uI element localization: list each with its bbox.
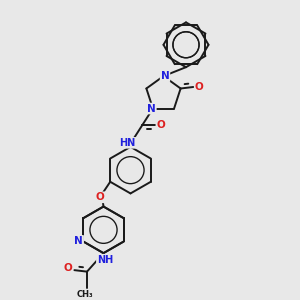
Text: O: O xyxy=(157,120,165,130)
Text: NH: NH xyxy=(97,255,113,265)
Text: HN: HN xyxy=(119,138,136,148)
Text: O: O xyxy=(63,263,72,273)
Text: CH₃: CH₃ xyxy=(76,290,93,299)
Text: O: O xyxy=(195,82,204,92)
Text: O: O xyxy=(96,192,105,202)
Text: N: N xyxy=(147,103,156,113)
Text: N: N xyxy=(74,236,83,246)
Text: N: N xyxy=(160,71,169,81)
